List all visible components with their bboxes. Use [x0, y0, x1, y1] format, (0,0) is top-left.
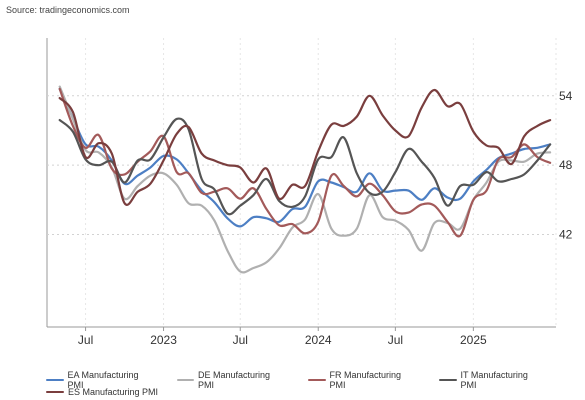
legend-row-1: EA Manufacturing PMI DE Manufacturing PM… [46, 370, 566, 390]
legend-swatch-it [439, 379, 457, 381]
series-line-fr [58, 87, 552, 238]
legend-label-de: DE Manufacturing PMI [198, 370, 271, 390]
legend-item-es[interactable]: ES Manufacturing PMI [46, 387, 158, 397]
legend-row-2: ES Manufacturing PMI [46, 386, 566, 398]
legend: EA Manufacturing PMI DE Manufacturing PM… [46, 370, 566, 398]
x-tick-label: 2025 [460, 333, 487, 347]
x-tick-label: Jul [78, 333, 93, 347]
x-tick-label: 2023 [150, 333, 177, 347]
legend-label-ea: EA Manufacturing PMI [67, 370, 139, 390]
legend-swatch-es [46, 391, 64, 393]
legend-swatch-ea [46, 379, 64, 381]
y-tick-label: 48 [559, 158, 573, 172]
legend-item-ea[interactable]: EA Manufacturing PMI [46, 370, 155, 390]
series-line-it [58, 117, 552, 216]
x-tick-label: Jul [233, 333, 248, 347]
series-line-ea [58, 87, 552, 228]
legend-label-es: ES Manufacturing PMI [68, 387, 159, 397]
legend-label-it: IT Manufacturing PMI [460, 370, 528, 390]
series-line-es [58, 88, 552, 206]
y-tick-label: 54 [559, 89, 573, 103]
legend-item-fr[interactable]: FR Manufacturing PMI [308, 370, 417, 390]
legend-item-it[interactable]: IT Manufacturing PMI [439, 370, 544, 390]
x-tick-label: Jul [388, 333, 403, 347]
legend-swatch-de [176, 379, 195, 381]
legend-item-de[interactable]: DE Manufacturing PMI [176, 370, 287, 390]
legend-label-fr: FR Manufacturing PMI [329, 370, 402, 390]
legend-swatch-fr [308, 379, 326, 381]
y-tick-label: 42 [559, 228, 573, 242]
x-tick-label: 2024 [305, 333, 332, 347]
source-label: Source: tradingeconomics.com [6, 5, 130, 15]
